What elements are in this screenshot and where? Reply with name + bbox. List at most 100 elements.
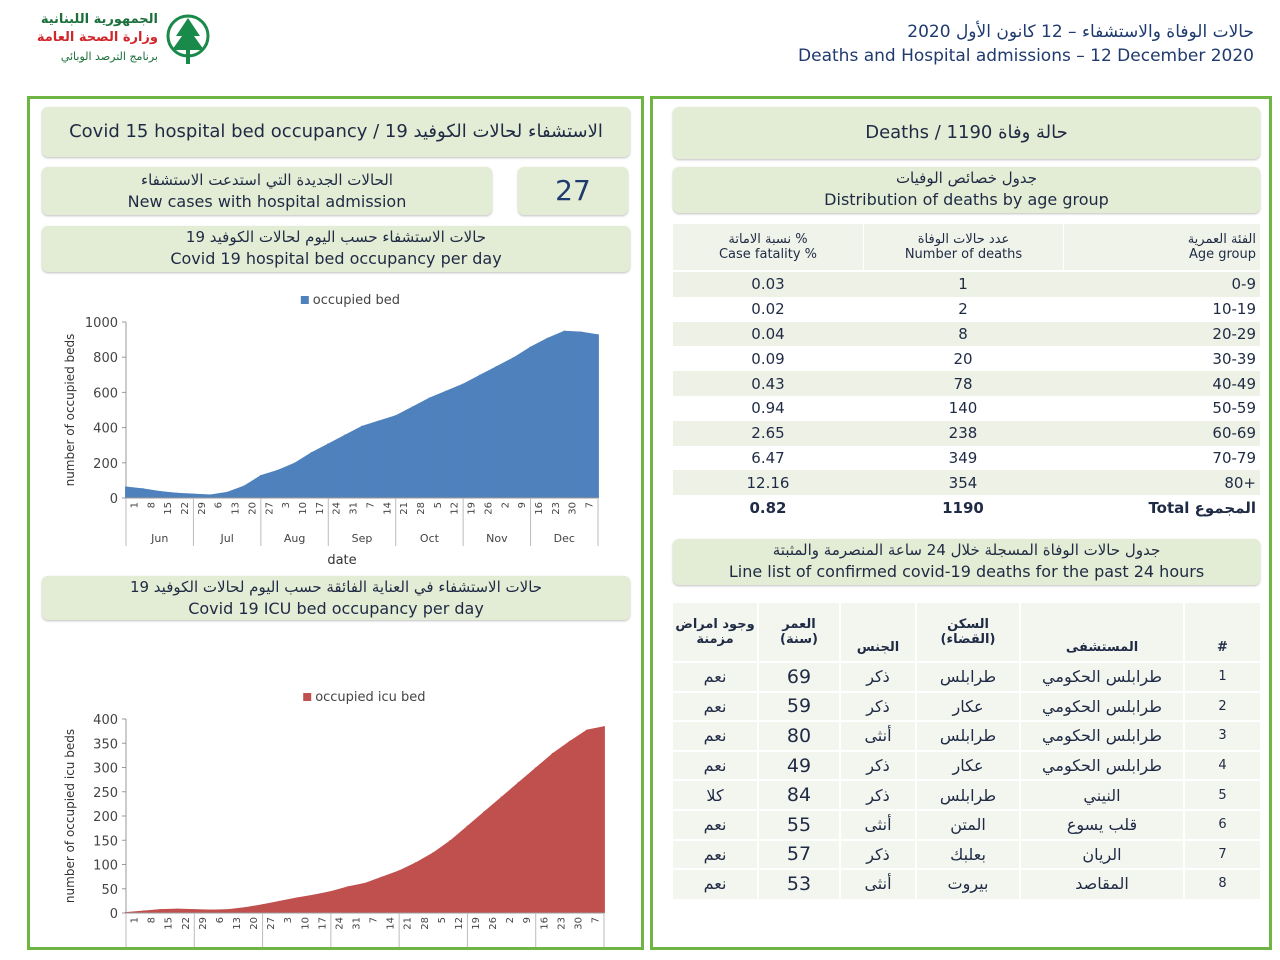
num-cell: 5 bbox=[1218, 787, 1227, 803]
data-bar bbox=[259, 475, 262, 498]
age-cell: 80 bbox=[759, 722, 841, 750]
data-bar bbox=[244, 907, 247, 913]
x-day-tick-label: 28 bbox=[416, 502, 427, 515]
y-tick-label: 0 bbox=[110, 492, 118, 507]
x-day-tick-label: 9 bbox=[522, 917, 533, 923]
sex-cell: ذكر bbox=[841, 692, 917, 721]
data-bar bbox=[479, 374, 481, 498]
dist-header-row: نسبة الاماتة % Case fatality % عدد حالات… bbox=[673, 224, 1260, 270]
x-day-tick-label: 30 bbox=[573, 917, 584, 930]
y-tick-label: 200 bbox=[93, 810, 118, 825]
chronic-cell: نعم bbox=[673, 692, 759, 721]
num-cell: 1 bbox=[1218, 669, 1227, 685]
x-day-tick-label: 20 bbox=[247, 502, 258, 515]
y-tick-label: 600 bbox=[93, 386, 118, 401]
logo-republic: الجمهورية اللبنانية bbox=[40, 12, 158, 27]
data-bar bbox=[176, 908, 179, 913]
data-bar bbox=[466, 825, 469, 913]
x-day-tick-label: 19 bbox=[471, 917, 482, 930]
cfr-cell: 2.65 bbox=[751, 424, 785, 443]
cfr-cell: 0.43 bbox=[751, 374, 785, 393]
deaths-line-list-table: وجود امراض مزمنة العمر (سنة) الجنس السكن… bbox=[673, 603, 1260, 899]
data-bar bbox=[361, 425, 363, 498]
hospital-cell: الريان bbox=[1021, 840, 1185, 869]
data-bar bbox=[377, 420, 380, 498]
x-day-tick-label: 2 bbox=[505, 917, 516, 923]
cfr-cell: 0.94 bbox=[751, 399, 785, 418]
age-cell: 57 bbox=[759, 840, 841, 869]
data-bar bbox=[398, 870, 401, 913]
deaths-cell: 8 bbox=[958, 324, 968, 343]
age-group-cell: 40-49 bbox=[1212, 374, 1256, 393]
x-month-label: Oct bbox=[420, 532, 440, 545]
x-month-label: Aug bbox=[284, 532, 305, 545]
x-month-label: Jul bbox=[220, 532, 234, 545]
x-day-tick-label: 7 bbox=[369, 917, 380, 923]
age-cell: 84 bbox=[759, 781, 841, 809]
residence-cell: طرابلس bbox=[917, 663, 1021, 691]
new-cases-label: الحالات الجديدة التي استدعت الاستشفاء Ne… bbox=[42, 167, 492, 215]
data-bar bbox=[529, 346, 532, 498]
cedar-icon bbox=[166, 14, 210, 64]
deaths-cell: 20 bbox=[953, 349, 973, 368]
data-bar bbox=[125, 486, 127, 498]
hospital-cell: قلب يسوع bbox=[1021, 811, 1185, 839]
y-tick-label: 1000 bbox=[85, 316, 118, 331]
age-cell: 49 bbox=[759, 751, 841, 780]
x-axis-label: date bbox=[327, 553, 356, 568]
header-age: العمر (سنة) bbox=[759, 603, 841, 661]
x-day-tick-label: 16 bbox=[534, 502, 545, 515]
data-bar bbox=[517, 782, 520, 913]
x-day-tick-label: 29 bbox=[198, 917, 209, 930]
report-title-ar: حالات الوفاة والاستشفاء – 12 كانون الأول… bbox=[907, 22, 1254, 42]
x-day-tick-label: 21 bbox=[403, 917, 414, 930]
x-day-tick-label: 31 bbox=[349, 502, 360, 515]
data-bar bbox=[227, 909, 230, 913]
y-tick-label: 400 bbox=[93, 422, 118, 437]
dist-row: 0.04 8 20-29 bbox=[673, 321, 1260, 347]
num-cell: 8 bbox=[1218, 876, 1227, 892]
data-bar bbox=[346, 886, 349, 913]
data-bar bbox=[193, 909, 196, 913]
new-cases-count: 27 bbox=[518, 167, 628, 215]
x-day-tick-label: 1 bbox=[129, 502, 140, 508]
x-day-tick-label: 27 bbox=[264, 502, 275, 515]
x-day-tick-label: 7 bbox=[365, 502, 376, 508]
x-day-tick-label: 30 bbox=[568, 502, 579, 515]
data-bar bbox=[210, 909, 213, 913]
cfr-cell: 0.09 bbox=[751, 349, 785, 368]
x-day-tick-label: 5 bbox=[433, 502, 444, 508]
deaths-panel: Deaths / 1190 حالة وفاة جدول خصائص الوفي… bbox=[650, 96, 1272, 950]
x-day-tick-label: 24 bbox=[332, 502, 343, 515]
sex-cell: ذكر bbox=[841, 840, 917, 869]
sex-cell: ذكر bbox=[841, 751, 917, 780]
y-tick-label: 150 bbox=[93, 834, 118, 849]
data-bar bbox=[534, 767, 537, 913]
icu-occupancy-chart: occupied icu bed 0 50 100 150 200 250 300 350 400… bbox=[63, 690, 605, 947]
x-day-tick-label: 17 bbox=[317, 917, 328, 930]
y-tick-label: 350 bbox=[93, 737, 118, 752]
x-day-tick-label: 8 bbox=[146, 502, 157, 508]
data-bar bbox=[546, 337, 549, 498]
header-residence: السكن (القضاء) bbox=[917, 603, 1021, 661]
data-bar bbox=[261, 904, 264, 913]
residence-cell: طرابلس bbox=[917, 722, 1021, 750]
deaths-cell: 349 bbox=[948, 448, 978, 467]
x-day-tick-label: 6 bbox=[214, 502, 225, 508]
data-bar bbox=[312, 894, 315, 913]
occupancy-title: Covid 15 hospital bed occupancy / 19 الا… bbox=[42, 107, 630, 157]
header-cfr: نسبة الاماتة % Case fatality % bbox=[718, 232, 818, 262]
x-day-tick-label: 2 bbox=[500, 502, 511, 508]
x-month-label: Sep bbox=[352, 532, 373, 545]
sex-cell: أنثى bbox=[841, 870, 917, 898]
x-day-tick-label: 23 bbox=[551, 502, 562, 515]
age-cell: 69 bbox=[759, 663, 841, 691]
legend-label: occupied bed bbox=[313, 293, 400, 308]
data-bar bbox=[159, 909, 162, 913]
line-list-row: نعم 69 ذكر طرابلس طرابلس الحكومي 1 bbox=[673, 661, 1260, 691]
deaths-cell: 1 bbox=[958, 275, 968, 294]
data-bar bbox=[483, 811, 486, 913]
deaths-cell: 78 bbox=[953, 374, 973, 393]
y-tick-label: 400 bbox=[93, 713, 118, 728]
y-axis-label: number of occupied beds bbox=[63, 334, 77, 487]
